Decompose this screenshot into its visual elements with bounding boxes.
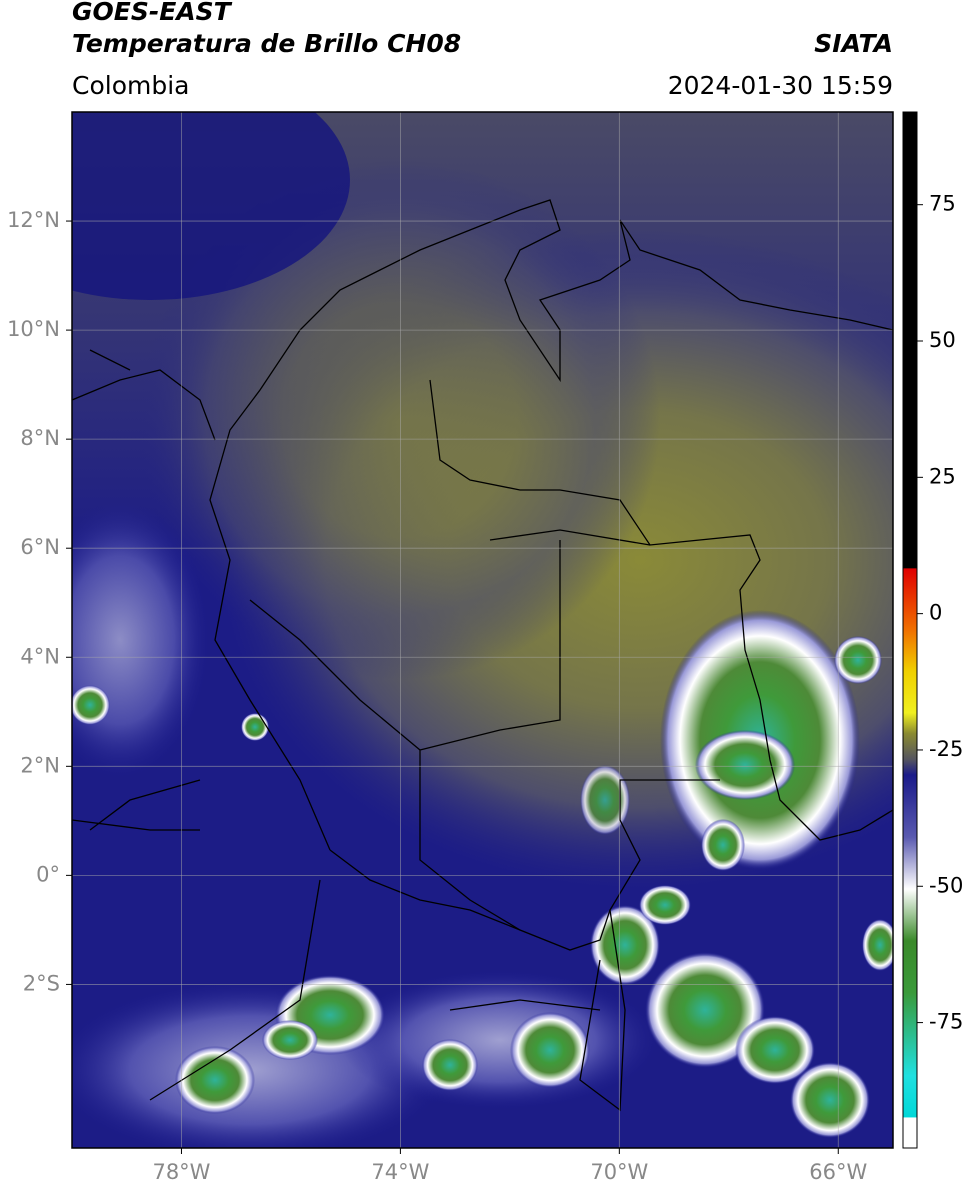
x-tick-label: 70°W — [590, 1160, 648, 1184]
y-tick-label: 2°N — [20, 753, 60, 777]
graticule — [66, 112, 893, 1154]
colorbar-tick-label: -50 — [929, 873, 963, 897]
colorbar-tick-label: 75 — [929, 192, 956, 216]
datetime-label: 2024-01-30 15:59 — [668, 71, 893, 100]
colorbar-tick-label: -75 — [929, 1010, 963, 1034]
satellite-image — [72, 112, 893, 1148]
colorbar-tick-label: 50 — [929, 328, 956, 352]
x-tick-label: 78°W — [152, 1160, 210, 1184]
tick-labels: 78°W 74°W 70°W 66°W 2°S 0° 2°N 4°N 6°N 8°N 10°N 12°… — [7, 192, 963, 1184]
y-tick-label: 12°N — [7, 208, 60, 232]
product-title: Temperatura de Brillo CH08 — [72, 29, 461, 58]
colorbar — [902, 111, 918, 1149]
x-tick-label: 74°W — [371, 1160, 429, 1184]
colorbar-tick-label: 0 — [929, 601, 942, 625]
x-tick-label: 66°W — [809, 1160, 867, 1184]
y-tick-label: 8°N — [20, 426, 60, 450]
region-label: Colombia — [72, 71, 189, 100]
map-frame — [71, 111, 894, 1149]
y-tick-label: 2°S — [23, 971, 60, 995]
y-tick-label: 6°N — [20, 535, 60, 559]
y-tick-label: 0° — [36, 862, 60, 886]
colorbar-tick-label: -25 — [929, 737, 963, 761]
y-tick-label: 10°N — [7, 317, 60, 341]
source-label: SIATA — [814, 29, 893, 58]
y-tick-label: 4°N — [20, 644, 60, 668]
satellite-title: GOES-EAST — [72, 0, 233, 26]
colorbar-tick-label: 25 — [929, 464, 956, 488]
